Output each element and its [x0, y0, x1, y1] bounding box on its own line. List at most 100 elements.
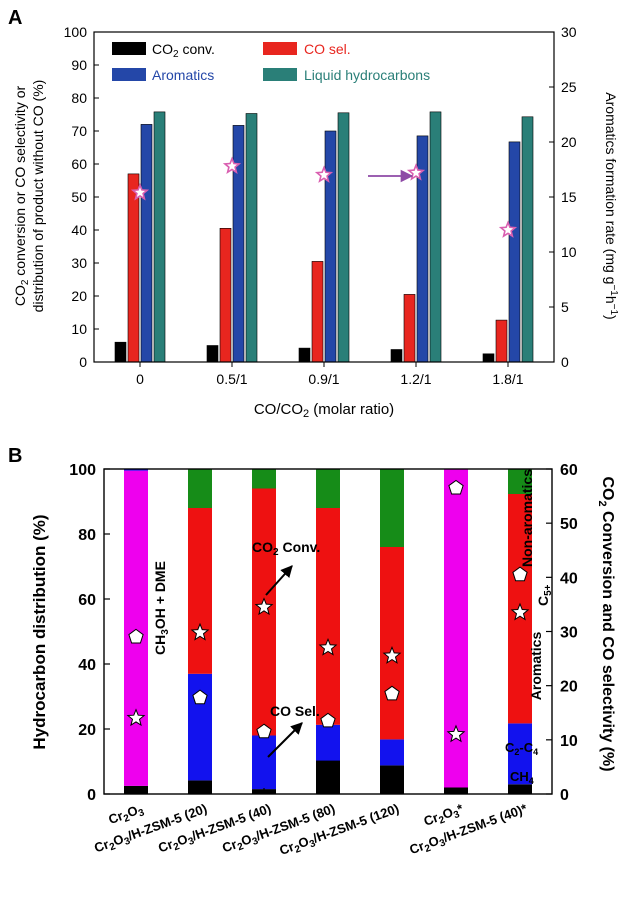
b-y-tick-label: 20	[78, 722, 96, 739]
legend-swatch-co-sel	[263, 42, 297, 55]
y2-tick-label: 5	[561, 299, 569, 315]
bar-liquid-hydrocarbons-0	[153, 111, 166, 363]
rate-star-2	[314, 165, 334, 183]
legend-swatch-aromatics	[112, 68, 146, 81]
b-y2-tick-label: 10	[560, 733, 578, 750]
b-y-tick-label: 40	[78, 657, 96, 674]
panel-a-letter: A	[8, 7, 22, 29]
bar-aromatics-1	[232, 125, 245, 363]
y-tick-label: 0	[79, 354, 87, 370]
b-y-tick-label: 80	[78, 527, 96, 544]
x-tick-label: 1.8/1	[492, 371, 523, 387]
stack-non-aromatics-c5-2	[252, 469, 276, 489]
b-category-label: Cr2O3	[106, 801, 146, 830]
y2-tick-label: 10	[561, 244, 577, 260]
co2-conversion-star-0	[126, 708, 146, 727]
bar-co2-conv-1	[206, 345, 219, 363]
b-y2-tick-label: 0	[560, 787, 569, 804]
panel-a-y-axis-title-line1: CO2 conversion or CO selectivity or	[12, 86, 31, 307]
x-tick-label: 0.9/1	[308, 371, 339, 387]
co2-conversion-star-6	[510, 602, 530, 621]
panel-a-y-axis-title-line2: distribution of product without CO (%)	[30, 80, 46, 313]
legend-label-aromatics: Aromatics	[152, 67, 214, 83]
stack-aromatics-2	[252, 488, 276, 736]
y-tick-label: 20	[71, 288, 87, 304]
panel-b-y-axis-title: Hydrocarbon distribution (%)	[30, 514, 49, 749]
y2-tick-label: 20	[561, 134, 577, 150]
legend-label-co2-conv: CO2 conv.	[152, 41, 215, 60]
rate-star-4	[498, 220, 518, 238]
panel-a-legend: CO2 conv. CO sel. Aromatics Liquid hydro…	[112, 41, 430, 83]
co2-conversion-star-5	[446, 724, 466, 743]
stack-ch3oh-dme-5	[444, 469, 468, 788]
co-selectivity-pentagon-6	[512, 566, 528, 582]
y-tick-label: 60	[71, 156, 87, 172]
y-tick-label: 10	[71, 321, 87, 337]
b-y-tick-label: 60	[78, 592, 96, 609]
co-selectivity-pentagon-1	[192, 689, 208, 705]
stack-aromatics-3	[316, 508, 340, 725]
label-co-sel: CO Sel.	[270, 703, 320, 719]
bar-co2-conv-0	[114, 341, 127, 363]
panel-a-right-axis-title: Aromatics formation rate (mg g−1h−1)	[603, 92, 619, 319]
bar-co-sel-1	[219, 228, 232, 363]
y-tick-label: 30	[71, 255, 87, 271]
legend-label-co-sel: CO sel.	[304, 41, 351, 57]
bar-liquid-hydrocarbons-4	[521, 116, 534, 363]
b-y2-tick-label: 20	[560, 679, 578, 696]
bar-co2-conv-3	[390, 349, 403, 363]
co2-conversion-star-4	[382, 646, 402, 664]
label-c5plus: C5+	[535, 584, 554, 606]
x-tick-label: 0.5/1	[216, 371, 247, 387]
b-category-label: Cr2O3/H-ZSM-5 (20)	[92, 801, 210, 859]
y-tick-label: 80	[71, 90, 87, 106]
co-selectivity-pentagon-0	[128, 628, 144, 644]
legend-label-liquid-hydrocarbons: Liquid hydrocarbons	[304, 67, 430, 83]
co-selectivity-pentagon-2	[256, 723, 272, 739]
bar-co2-conv-2	[298, 347, 311, 363]
bar-co-sel-3	[403, 294, 416, 363]
panel-a-x-axis-title: CO/CO2 (molar ratio)	[254, 401, 394, 420]
y2-tick-label: 25	[561, 79, 577, 95]
arrow-co2-conv	[265, 565, 293, 596]
legend-swatch-co2-conv	[112, 42, 146, 55]
stack-non-aromatics-c5-1	[188, 469, 212, 508]
bar-aromatics-0	[140, 124, 153, 363]
stack-non-aromatics-c5-4	[380, 469, 404, 547]
stack-non-aromatics-c5-3	[316, 469, 340, 508]
y-tick-label: 100	[64, 24, 88, 40]
x-tick-label: 0	[136, 371, 144, 387]
panel-b-letter: B	[8, 445, 22, 467]
legend-swatch-liquid-hydrocarbons	[263, 68, 297, 81]
label-aromatics: Aromatics	[528, 632, 544, 701]
stack-ch4-1	[188, 780, 212, 794]
x-tick-label: 1.2/1	[400, 371, 431, 387]
stack-c2-c4-2	[252, 735, 276, 790]
b-category-label: Cr2O3/H-ZSM-5 (40)	[156, 801, 274, 859]
y2-tick-label: 30	[561, 24, 577, 40]
b-y2-tick-label: 40	[560, 570, 578, 587]
bar-co-sel-2	[311, 261, 324, 363]
co-selectivity-pentagon-4	[384, 685, 400, 701]
co-selectivity-pentagon-5	[448, 479, 464, 495]
b-category-label: Cr2O3/H-ZSM-5 (80)	[220, 801, 338, 859]
y-tick-label: 50	[71, 189, 87, 205]
bar-liquid-hydrocarbons-1	[245, 113, 258, 363]
b-y2-tick-label: 60	[560, 462, 578, 479]
arrow-co-sel	[267, 722, 303, 758]
stack-c2-c4-6	[508, 723, 532, 785]
label-co2-conv: CO2 Conv.	[252, 539, 320, 558]
b-category-label: Cr2O3*	[422, 800, 467, 831]
stack-non-aromatics-c5-6	[508, 469, 532, 494]
stack-top-sliver-0	[124, 469, 148, 471]
bar-co-sel-4	[495, 319, 508, 363]
y2-tick-label: 15	[561, 189, 577, 205]
bar-liquid-hydrocarbons-3	[429, 111, 442, 363]
rate-star-0	[130, 182, 150, 201]
co2-conversion-star-1	[190, 622, 210, 641]
bar-liquid-hydrocarbons-2	[337, 112, 350, 363]
b-y-tick-label: 100	[69, 462, 96, 479]
panel-a: A 0 10 20 30 40 50 60 70 80 90 100 0 5 10 15 20 25 30 0 0…	[8, 7, 619, 420]
